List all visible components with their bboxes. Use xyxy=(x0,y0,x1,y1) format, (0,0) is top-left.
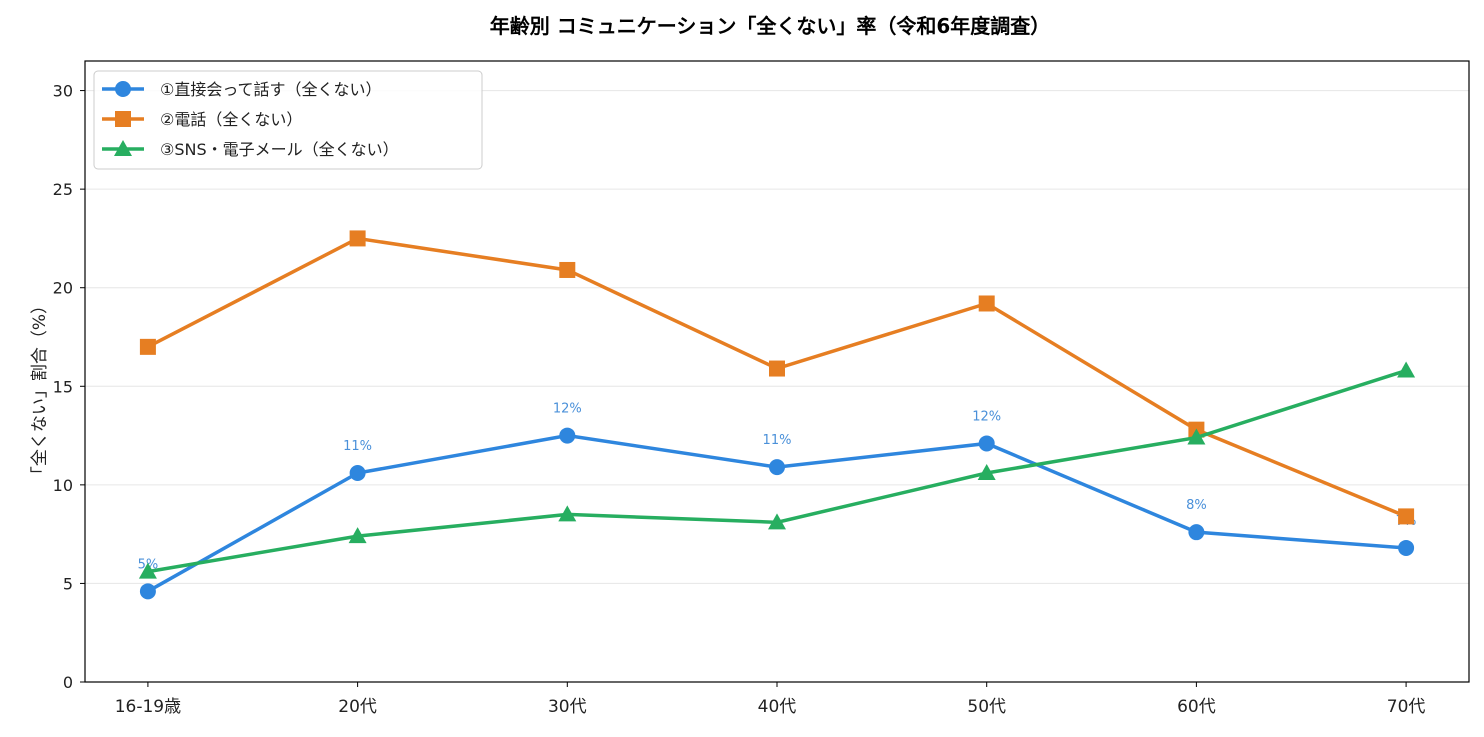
chart-title: 年齢別 コミュニケーション「全くない」率（令和6年度調査） xyxy=(490,14,1050,38)
data-point xyxy=(769,360,785,377)
legend-marker xyxy=(115,81,131,97)
data-point xyxy=(1397,361,1416,378)
data-point xyxy=(977,464,996,481)
data-point xyxy=(348,527,367,544)
data-point xyxy=(138,562,157,579)
data-point xyxy=(1398,508,1415,525)
data-point xyxy=(559,261,576,278)
legend-box xyxy=(93,70,483,170)
data-point xyxy=(1187,428,1206,445)
data-point xyxy=(769,459,785,476)
data-point xyxy=(978,295,995,312)
x-tick-label: 70代 xyxy=(1387,697,1426,717)
x-tick-label: 60代 xyxy=(1177,697,1216,717)
x-tick-label: 50代 xyxy=(967,697,1006,717)
y-tick-label: 25 xyxy=(53,180,73,199)
y-tick-label: 0 xyxy=(63,673,73,692)
y-tick-label: 5 xyxy=(63,574,73,593)
y-tick-label: 30 xyxy=(53,82,73,101)
x-tick-label: 30代 xyxy=(548,697,587,717)
x-tick-label: 40代 xyxy=(758,697,797,717)
data-label: 12% xyxy=(972,409,1001,424)
y-axis-label: 「全くない」割合（%） xyxy=(30,297,50,483)
data-point xyxy=(558,505,577,522)
data-point xyxy=(978,435,995,452)
x-tick-label: 20代 xyxy=(338,697,377,717)
data-point xyxy=(768,513,786,530)
data-label: 11% xyxy=(343,439,372,454)
legend-label: ③SNS・電子メール（全くない） xyxy=(160,140,399,159)
legend-label: ②電話（全くない） xyxy=(160,110,302,129)
data-label: 12% xyxy=(553,402,582,417)
legend-label: ①直接会って話す（全くない） xyxy=(160,80,382,99)
data-point xyxy=(349,465,366,482)
data-label: 8% xyxy=(1186,498,1207,513)
legend: ①直接会って話す（全くない） ②電話（全くない） ③SNS・電子メール（全くない） xyxy=(93,70,483,170)
legend-marker xyxy=(115,111,131,127)
series-2 xyxy=(139,230,1415,525)
y-tick-label: 10 xyxy=(53,476,73,495)
data-point xyxy=(349,230,366,247)
legend-marker xyxy=(114,140,132,156)
y-tick-label: 20 xyxy=(53,279,73,298)
data-label: 11% xyxy=(763,433,792,448)
y-tick-label: 15 xyxy=(53,377,73,396)
data-point xyxy=(559,427,576,444)
series-1: 5%11%12%11%12%8%7% xyxy=(138,402,1416,600)
data-point xyxy=(1398,539,1415,556)
series-3 xyxy=(138,361,1416,579)
data-point xyxy=(139,338,156,355)
data-point xyxy=(1188,524,1205,541)
data-point xyxy=(139,583,156,600)
x-tick-label: 16-19歳 xyxy=(115,697,181,717)
